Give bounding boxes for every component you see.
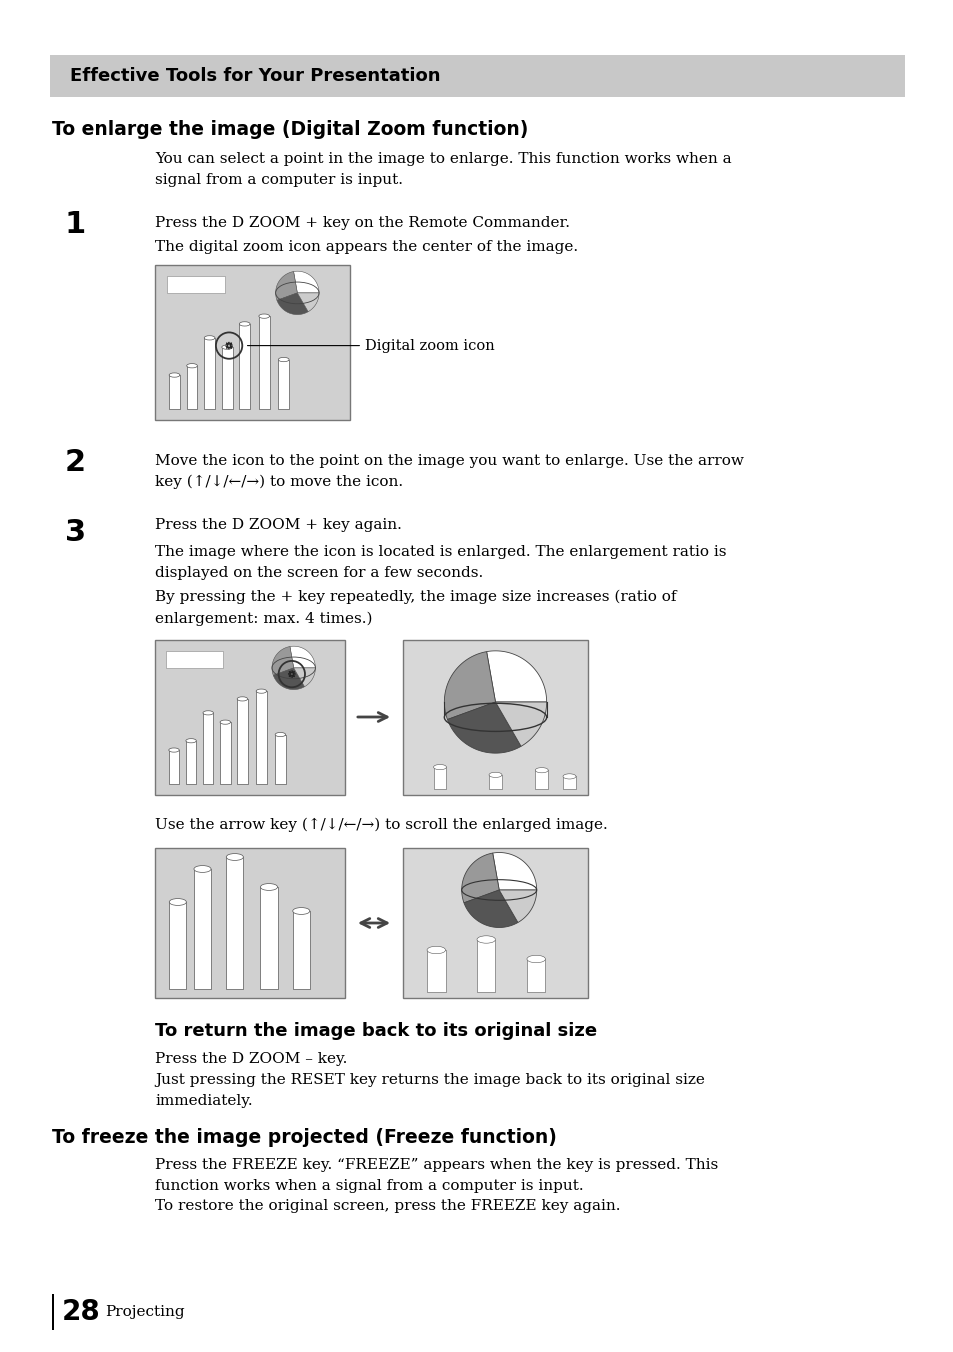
Text: The image where the icon is located is enlarged. The enlargement ratio is
displa: The image where the icon is located is e… [154,545,726,580]
Polygon shape [498,890,537,922]
Text: Press the D ZOOM – key.: Press the D ZOOM – key. [154,1052,347,1065]
Polygon shape [294,668,315,687]
Ellipse shape [258,314,270,318]
Bar [239,324,250,410]
Bar [169,375,180,410]
Text: Use the arrow key (↑/↓/←/→) to scroll the enlarged image.: Use the arrow key (↑/↓/←/→) to scroll th… [154,818,607,833]
Polygon shape [294,272,318,293]
Ellipse shape [186,738,196,742]
Text: Just pressing the RESET key returns the image back to its original size
immediat: Just pressing the RESET key returns the … [154,1073,704,1107]
Ellipse shape [226,853,243,860]
Ellipse shape [278,357,289,362]
Text: 2: 2 [65,448,86,477]
Ellipse shape [260,884,277,891]
Polygon shape [447,702,520,753]
Ellipse shape [169,899,186,906]
Bar [154,639,345,795]
Bar [203,713,213,784]
Ellipse shape [476,936,495,944]
Bar [427,950,445,992]
Ellipse shape [203,711,213,715]
Text: Effective Tools for Your Presentation: Effective Tools for Your Presentation [70,68,440,85]
Bar [167,276,225,293]
Bar [489,775,501,788]
Text: Digital zoom icon: Digital zoom icon [247,338,495,353]
Text: By pressing the + key repeatedly, the image size increases (ratio of
enlargement: By pressing the + key repeatedly, the im… [154,589,676,626]
Text: To return the image back to its original size: To return the image back to its original… [154,1022,597,1040]
Ellipse shape [274,733,285,737]
Text: To freeze the image projected (Freeze function): To freeze the image projected (Freeze fu… [52,1128,557,1146]
Bar [278,360,289,410]
Ellipse shape [169,373,180,377]
Bar [402,639,587,795]
Text: Press the FREEZE key. “FREEZE” appears when the key is pressed. This
function wo: Press the FREEZE key. “FREEZE” appears w… [154,1159,718,1213]
Polygon shape [276,293,308,315]
Bar [433,767,446,788]
Ellipse shape [169,748,179,752]
Ellipse shape [204,335,214,339]
Bar [186,741,196,784]
Ellipse shape [562,773,576,779]
Bar [166,650,223,668]
Bar [526,959,545,992]
Text: To enlarge the image (Digital Zoom function): To enlarge the image (Digital Zoom funct… [52,120,528,139]
Polygon shape [275,272,297,300]
Bar [154,848,345,998]
Bar [237,699,248,784]
Polygon shape [273,668,304,690]
Text: 3: 3 [65,518,86,548]
Polygon shape [495,702,546,746]
Text: 28: 28 [62,1298,101,1326]
Bar [50,55,904,97]
Text: Press the D ZOOM + key on the Remote Commander.: Press the D ZOOM + key on the Remote Com… [154,216,569,230]
Bar [220,722,231,784]
Polygon shape [444,652,495,719]
Polygon shape [272,646,294,675]
Bar [52,1294,54,1330]
Bar [256,691,266,784]
Ellipse shape [526,956,545,963]
Ellipse shape [427,946,445,953]
Ellipse shape [489,772,501,777]
Ellipse shape [187,364,197,368]
Text: You can select a point in the image to enlarge. This function works when a
signa: You can select a point in the image to e… [154,151,731,187]
Bar [226,857,243,990]
Bar [193,869,211,990]
Bar [204,338,214,410]
Polygon shape [463,890,517,927]
Bar [402,848,587,998]
Polygon shape [290,646,315,668]
Bar [154,265,350,420]
Bar [187,366,197,410]
Text: Press the D ZOOM + key again.: Press the D ZOOM + key again. [154,518,401,531]
Text: 1: 1 [65,210,86,239]
Polygon shape [492,853,537,890]
Text: The digital zoom icon appears the center of the image.: The digital zoom icon appears the center… [154,241,578,254]
Bar [562,776,576,788]
Ellipse shape [220,721,231,725]
Polygon shape [297,293,318,312]
Ellipse shape [433,764,446,769]
Text: Move the icon to the point on the image you want to enlarge. Use the arrow
key (: Move the icon to the point on the image … [154,454,743,489]
Text: Projecting: Projecting [105,1305,185,1320]
Ellipse shape [535,768,548,773]
Ellipse shape [237,696,248,700]
Bar [258,316,270,410]
Bar [293,911,310,990]
Ellipse shape [193,865,211,872]
Ellipse shape [221,345,233,349]
Bar [221,347,233,410]
Polygon shape [461,853,498,903]
Bar [169,750,179,784]
Bar [260,887,277,990]
Bar [169,902,186,990]
Polygon shape [486,650,546,702]
Ellipse shape [293,907,310,914]
Bar [274,734,285,784]
Bar [476,940,495,992]
Ellipse shape [256,690,266,694]
Bar [535,771,548,788]
Ellipse shape [239,322,250,326]
